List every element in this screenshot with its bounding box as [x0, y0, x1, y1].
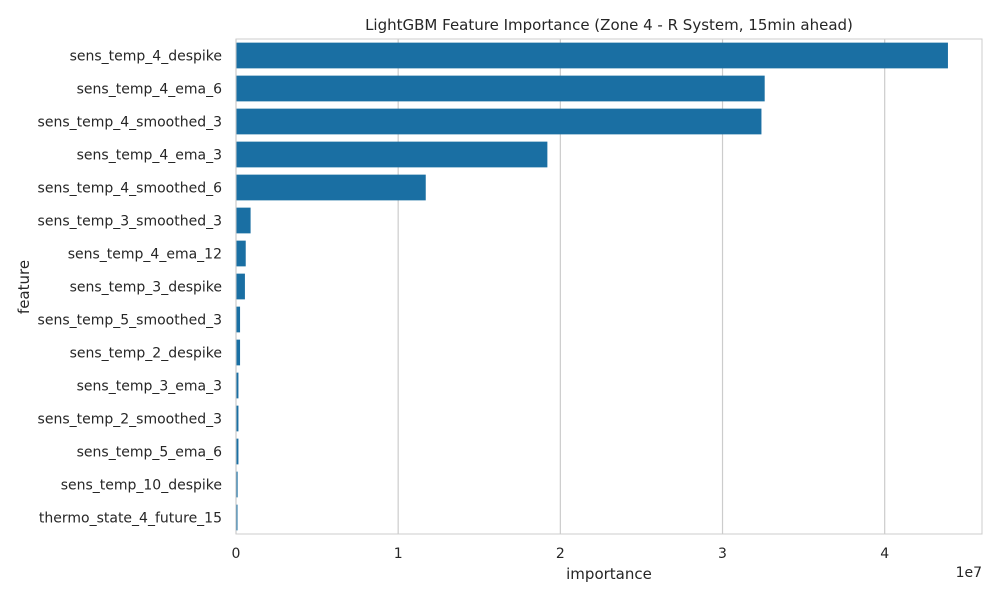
- y-tick-label: sens_temp_4_smoothed_6: [38, 181, 223, 197]
- chart-title: LightGBM Feature Importance (Zone 4 - R …: [365, 16, 853, 34]
- bars: [236, 42, 948, 531]
- bar: [236, 240, 246, 267]
- y-tick-label: sens_temp_4_despike: [70, 49, 222, 65]
- bar: [236, 339, 241, 366]
- y-tick-label: sens_temp_4_ema_6: [77, 82, 222, 98]
- bar: [236, 405, 239, 432]
- x-axis-scale-label: 1e7: [956, 565, 982, 581]
- y-axis-title: feature: [15, 260, 33, 314]
- bar: [236, 207, 251, 234]
- bar: [236, 273, 245, 300]
- y-tick-label: sens_temp_2_despike: [70, 346, 222, 362]
- y-tick-labels: sens_temp_4_despike sens_temp_4_ema_6sens…: [38, 49, 223, 527]
- x-tick-label: 0: [232, 546, 241, 562]
- x-tick-labels: 0 1 2 3 4: [232, 546, 890, 562]
- x-tick-label: 3: [718, 546, 727, 562]
- bar: [236, 438, 239, 465]
- y-tick-label: sens_temp_5_smoothed_3: [38, 313, 222, 329]
- y-tick-label: sens_temp_2_smoothed_3: [38, 412, 222, 428]
- y-tick-label: sens_temp_4_smoothed_3: [38, 115, 222, 131]
- y-tick-label: sens_temp_5_ema_6: [77, 445, 222, 461]
- y-tick-label: sens_temp_3_despike: [70, 280, 222, 296]
- y-tick-label: sens_temp_10_despike: [61, 478, 222, 494]
- bar: [236, 42, 948, 69]
- y-tick-label: sens_temp_3_smoothed_3: [38, 214, 222, 230]
- y-tick-label: sens_temp_3_ema_3: [77, 379, 222, 395]
- bar: [236, 306, 241, 333]
- bar: [236, 108, 762, 135]
- bar: [236, 471, 238, 498]
- plot-frame: [235, 38, 983, 535]
- bar: [236, 141, 548, 168]
- bar: [236, 75, 765, 102]
- x-tick-label: 4: [880, 546, 889, 562]
- y-tick-label: thermo_state_4_future_15: [39, 511, 222, 527]
- x-tick-label: 1: [394, 546, 403, 562]
- bar: [236, 372, 239, 399]
- bar: [236, 174, 426, 201]
- y-tick-label: sens_temp_4_ema_12: [68, 247, 222, 263]
- x-tick-label: 2: [556, 546, 565, 562]
- bar: [236, 504, 238, 531]
- x-axis-title: importance: [566, 565, 652, 583]
- y-tick-label: sens_temp_4_ema_3: [77, 148, 222, 164]
